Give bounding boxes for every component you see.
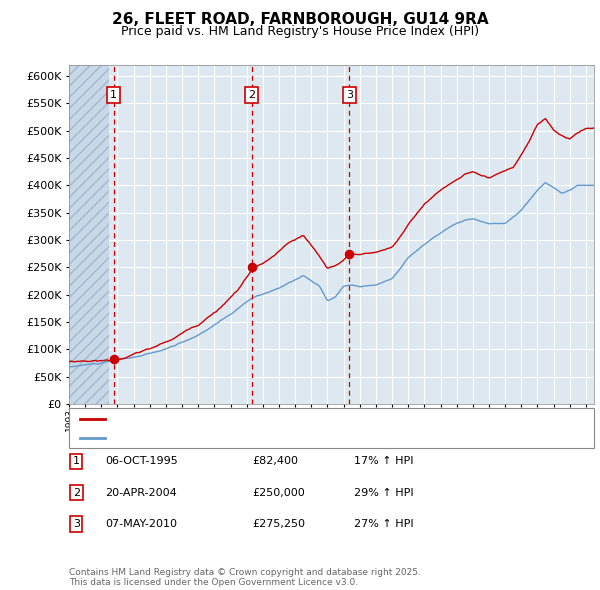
Text: 26, FLEET ROAD, FARNBOROUGH, GU14 9RA: 26, FLEET ROAD, FARNBOROUGH, GU14 9RA bbox=[112, 12, 488, 27]
Text: 27% ↑ HPI: 27% ↑ HPI bbox=[354, 519, 413, 529]
Text: Contains HM Land Registry data © Crown copyright and database right 2025.
This d: Contains HM Land Registry data © Crown c… bbox=[69, 568, 421, 587]
Bar bbox=[69, 65, 109, 404]
Text: 2: 2 bbox=[248, 90, 255, 100]
Point bbox=[247, 263, 256, 272]
Text: Price paid vs. HM Land Registry's House Price Index (HPI): Price paid vs. HM Land Registry's House … bbox=[121, 25, 479, 38]
Text: 2: 2 bbox=[73, 488, 80, 497]
Text: 29% ↑ HPI: 29% ↑ HPI bbox=[354, 488, 413, 497]
Text: 26, FLEET ROAD, FARNBOROUGH, GU14 9RA (semi-detached house): 26, FLEET ROAD, FARNBOROUGH, GU14 9RA (s… bbox=[112, 414, 485, 424]
Text: £250,000: £250,000 bbox=[252, 488, 305, 497]
Text: 1: 1 bbox=[110, 90, 117, 100]
Text: 1: 1 bbox=[73, 457, 80, 466]
Text: 17% ↑ HPI: 17% ↑ HPI bbox=[354, 457, 413, 466]
Text: 06-OCT-1995: 06-OCT-1995 bbox=[105, 457, 178, 466]
Text: 07-MAY-2010: 07-MAY-2010 bbox=[105, 519, 177, 529]
Point bbox=[109, 355, 118, 364]
Text: £275,250: £275,250 bbox=[252, 519, 305, 529]
Text: 20-APR-2004: 20-APR-2004 bbox=[105, 488, 177, 497]
Text: £82,400: £82,400 bbox=[252, 457, 298, 466]
Text: HPI: Average price, semi-detached house, Rushmoor: HPI: Average price, semi-detached house,… bbox=[112, 432, 400, 442]
Point bbox=[344, 249, 354, 258]
Text: 3: 3 bbox=[73, 519, 80, 529]
Text: 3: 3 bbox=[346, 90, 353, 100]
